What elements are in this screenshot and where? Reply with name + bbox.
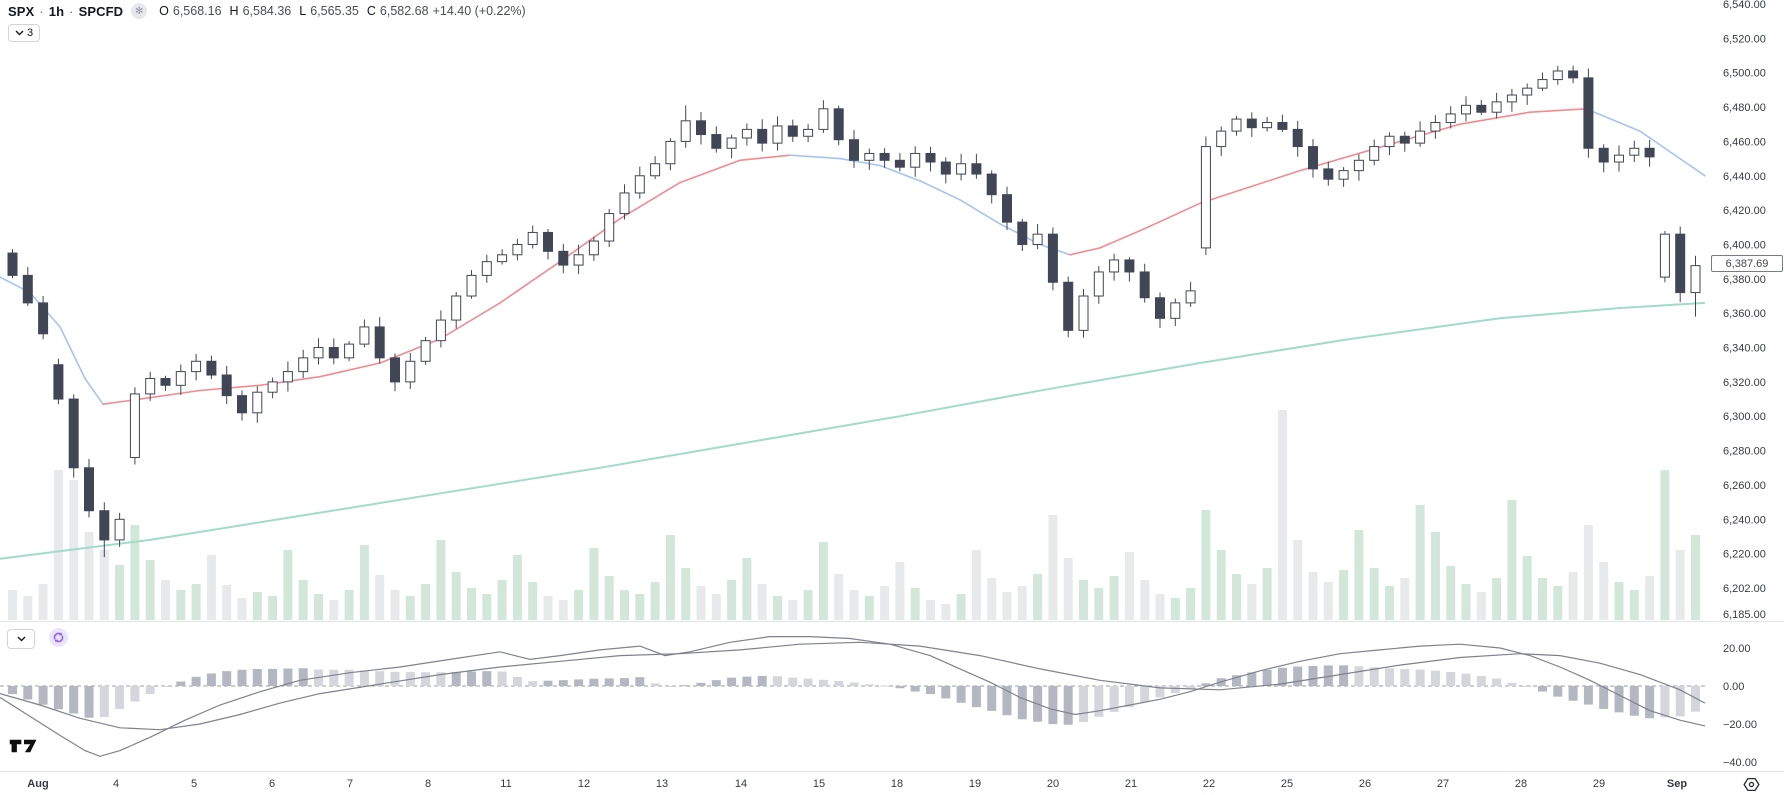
- change-value: +14.40 (+0.22%): [432, 4, 526, 18]
- svg-text:−20.00: −20.00: [1723, 719, 1757, 731]
- svg-text:28: 28: [1515, 778, 1527, 790]
- svg-text:Aug: Aug: [27, 778, 48, 790]
- svg-text:6,300.00: 6,300.00: [1723, 411, 1766, 423]
- macd-histogram: [0, 665, 1705, 725]
- svg-text:6,420.00: 6,420.00: [1723, 205, 1766, 217]
- open-value: 6,568.16: [172, 4, 222, 18]
- svg-text:22: 22: [1203, 778, 1215, 790]
- svg-text:6,240.00: 6,240.00: [1723, 514, 1766, 526]
- high-label: H: [229, 4, 239, 18]
- svg-text:15: 15: [813, 778, 825, 790]
- svg-text:14: 14: [735, 778, 747, 790]
- svg-text:6,360.00: 6,360.00: [1723, 308, 1766, 320]
- svg-text:6: 6: [269, 778, 275, 790]
- svg-text:5: 5: [191, 778, 197, 790]
- legend-collapse-button[interactable]: 3: [8, 24, 40, 42]
- symbol-exchange: SPCFD: [78, 3, 124, 19]
- svg-text:4: 4: [113, 778, 119, 790]
- svg-text:6,440.00: 6,440.00: [1723, 171, 1766, 183]
- svg-text:6,280.00: 6,280.00: [1723, 446, 1766, 458]
- svg-text:6,500.00: 6,500.00: [1723, 68, 1766, 80]
- svg-text:13: 13: [656, 778, 668, 790]
- svg-text:6,540.00: 6,540.00: [1723, 0, 1766, 11]
- svg-text:7: 7: [347, 778, 353, 790]
- ohlc-values: O 6,568.16 H 6,584.36 L 6,565.35 C 6,582.68 …: [155, 4, 526, 18]
- candles-layer: [7, 65, 1701, 558]
- indicator-collapse-button[interactable]: [7, 629, 35, 649]
- svg-text:21: 21: [1125, 778, 1137, 790]
- svg-text:6,220.00: 6,220.00: [1723, 549, 1766, 561]
- chevron-down-icon: [15, 30, 24, 36]
- svg-text:6,340.00: 6,340.00: [1723, 343, 1766, 355]
- symbol-interval: 1h: [48, 3, 65, 19]
- market-status-icon[interactable]: ✻: [131, 3, 148, 19]
- pane-separators: [0, 621, 1784, 772]
- svg-text:18: 18: [891, 778, 903, 790]
- svg-text:6,202.00: 6,202.00: [1723, 583, 1766, 595]
- sync-arrows-icon: [53, 632, 64, 643]
- svg-text:12: 12: [578, 778, 590, 790]
- svg-text:27: 27: [1437, 778, 1449, 790]
- svg-text:20.00: 20.00: [1723, 643, 1751, 655]
- time-axis[interactable]: Aug 4 5 6 7 8 11 12 13 14 15 18 19 20 21 22 25 26 27 28 29 Se…: [27, 778, 1687, 790]
- last-price-label[interactable]: 6,387.69: [1711, 255, 1783, 272]
- svg-text:0.00: 0.00: [1723, 681, 1744, 693]
- symbol-title[interactable]: SPX · 1h · SPCFD: [8, 4, 123, 19]
- svg-text:Sep: Sep: [1667, 778, 1687, 790]
- svg-text:26: 26: [1359, 778, 1371, 790]
- svg-text:6,380.00: 6,380.00: [1723, 274, 1766, 286]
- svg-text:6,480.00: 6,480.00: [1723, 102, 1766, 114]
- indicator-axis[interactable]: 20.00 0.00 −20.00 −40.00: [1723, 643, 1757, 769]
- high-value: 6,584.36: [242, 4, 292, 18]
- separator-dot: ·: [69, 3, 74, 19]
- svg-text:19: 19: [969, 778, 981, 790]
- svg-text:6,520.00: 6,520.00: [1723, 33, 1766, 45]
- symbol-name: SPX: [8, 3, 35, 19]
- svg-text:6,185.00: 6,185.00: [1723, 609, 1766, 621]
- symbol-legend: SPX · 1h · SPCFD ✻ O 6,568.16 H 6,584.36 L…: [8, 3, 526, 19]
- svg-text:−40.00: −40.00: [1723, 757, 1757, 769]
- svg-text:11: 11: [500, 778, 511, 790]
- price-axis[interactable]: 6,540.00 6,520.00 6,500.00 6,480.00 6,460.00…: [1723, 0, 1766, 621]
- close-label: C: [366, 4, 376, 18]
- indicator-count: 3: [26, 27, 34, 39]
- svg-text:6,320.00: 6,320.00: [1723, 377, 1766, 389]
- svg-text:29: 29: [1593, 778, 1605, 790]
- close-value: 6,582.68: [379, 4, 429, 18]
- separator-dot: ·: [39, 3, 44, 19]
- svg-text:6,260.00: 6,260.00: [1723, 480, 1766, 492]
- low-value: 6,565.35: [310, 4, 359, 18]
- tradingview-logo[interactable]: [8, 737, 40, 755]
- volume-layer: [8, 410, 1700, 620]
- ma-slow-line: [0, 301, 1706, 560]
- svg-text:20: 20: [1047, 778, 1059, 790]
- open-label: O: [159, 4, 169, 18]
- svg-text:25: 25: [1281, 778, 1293, 790]
- indicator-refresh-icon[interactable]: [49, 628, 68, 647]
- macd-lines: [0, 635, 1706, 757]
- svg-text:6,460.00: 6,460.00: [1723, 136, 1766, 148]
- chart-settings-icon[interactable]: [1742, 776, 1761, 793]
- chevron-down-icon: [17, 636, 25, 642]
- low-label: L: [299, 4, 307, 18]
- svg-text:8: 8: [425, 778, 431, 790]
- svg-text:6,400.00: 6,400.00: [1723, 239, 1766, 251]
